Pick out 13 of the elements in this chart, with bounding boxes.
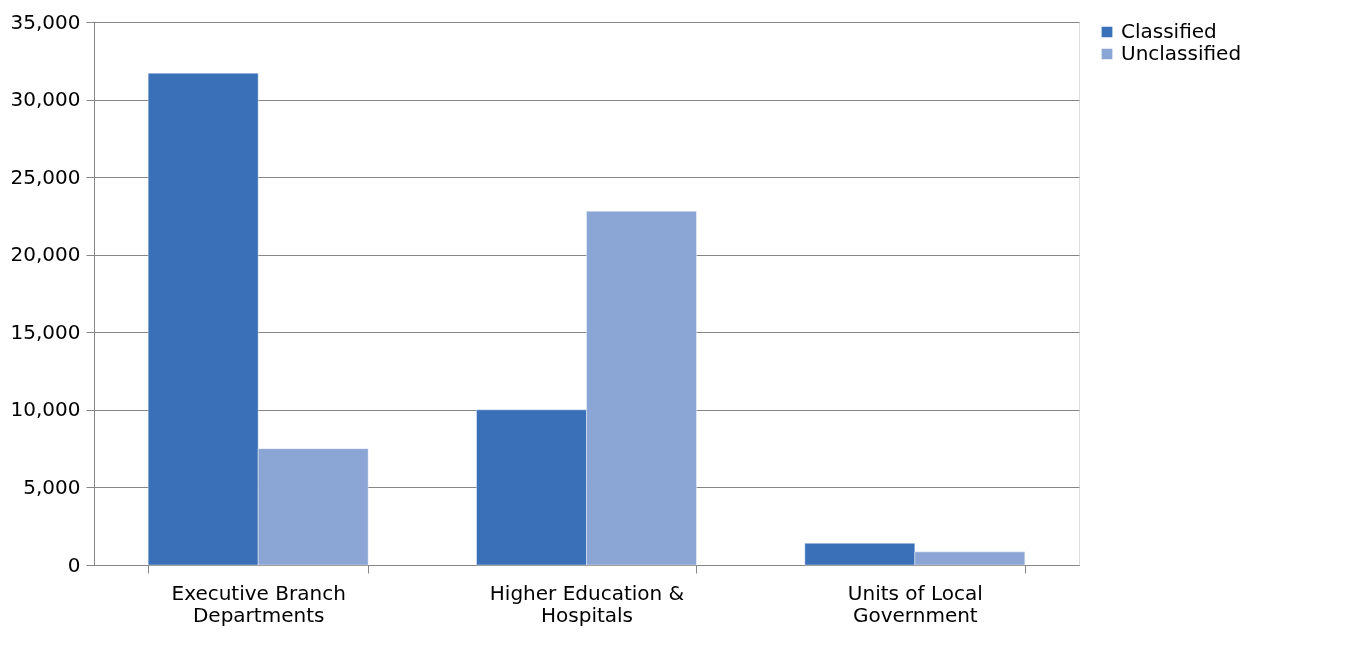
legend-label: Unclassified — [1121, 41, 1242, 65]
x-tick-label: Units of Local Government — [847, 580, 983, 627]
y-tick-label: 10,000 — [10, 397, 81, 422]
y-tick-label: 0 — [67, 552, 81, 577]
y-tick-label: 30,000 — [10, 87, 81, 112]
y-tick-label: 15,000 — [10, 319, 81, 344]
x-tick-label: Higher Education & Hospitals — [489, 580, 685, 627]
y-tick-label: 20,000 — [10, 242, 81, 267]
y-tick-label: 25,000 — [10, 164, 81, 189]
y-tick-label: 5,000 — [23, 474, 81, 499]
y-tick-label: 35,000 — [10, 9, 81, 34]
legend-label: Classified — [1121, 19, 1217, 43]
x-tick-label: Executive Branch Departments — [171, 580, 346, 627]
